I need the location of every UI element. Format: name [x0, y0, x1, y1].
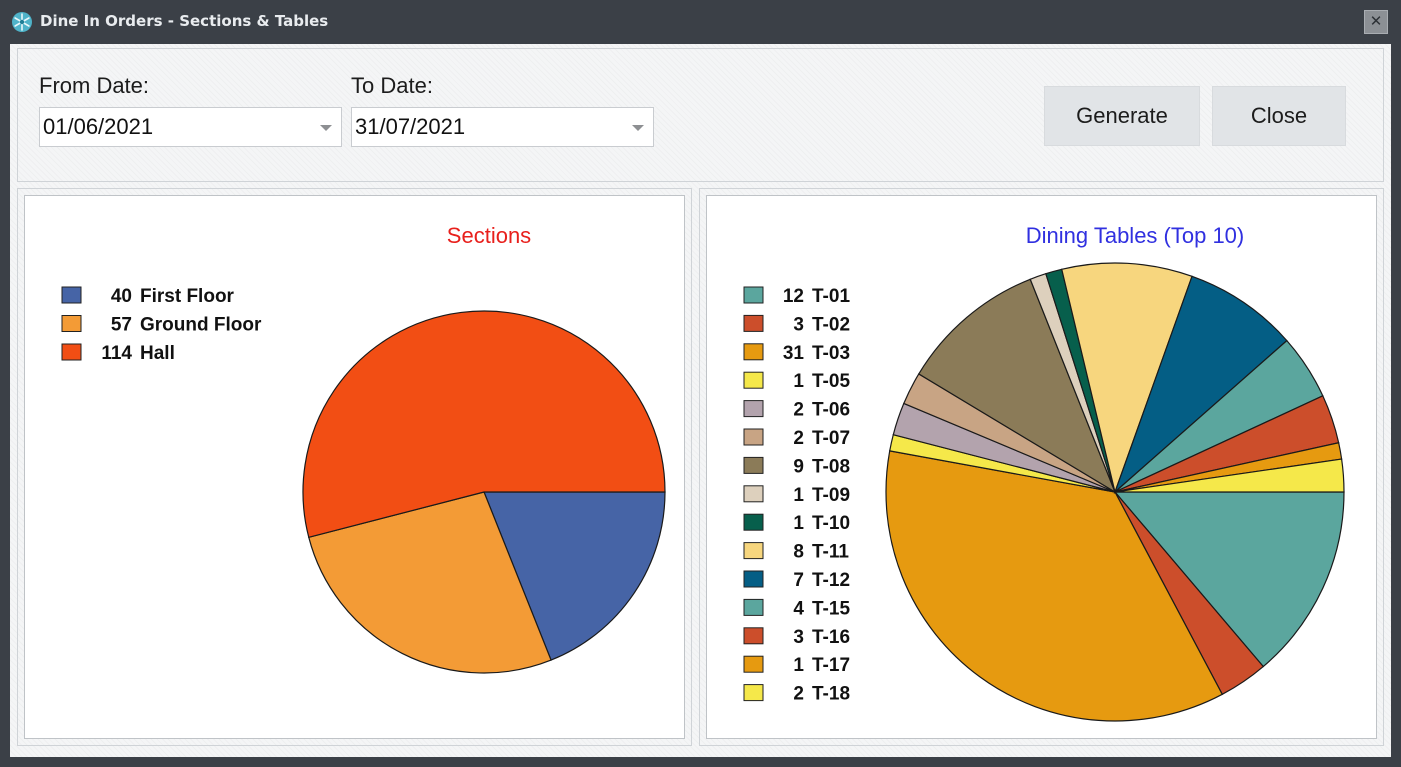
close-icon[interactable]: ✕ — [1364, 10, 1388, 34]
title-bar: Dine In Orders - Sections & Tables ✕ — [0, 0, 1401, 44]
legend-label-t-12: T-12 — [812, 570, 850, 591]
tables-chart-panel: Dining Tables (Top 10) 12 T-01 3 T-02 31 T-03 1… — [699, 188, 1384, 746]
tables-chart-area: Dining Tables (Top 10) 12 T-01 3 T-02 31 T-03 1… — [706, 195, 1377, 739]
legend-label-t-16: T-16 — [812, 627, 850, 648]
pie-slice-t-12[interactable] — [1113, 275, 1288, 494]
legend-swatch-t-18 — [743, 684, 764, 702]
legend-value-t-09: 1 — [793, 485, 804, 506]
legend-label-t-01: T-01 — [812, 286, 850, 307]
pie-slice-t-03[interactable] — [885, 450, 1224, 722]
close-button[interactable]: Close — [1212, 86, 1346, 146]
legend-label-t-03: T-03 — [812, 343, 850, 364]
from-date-value: 01/06/2021 — [43, 114, 154, 139]
legend-label-t-07: T-07 — [812, 428, 850, 449]
chevron-down-icon[interactable] — [632, 125, 644, 131]
sections-chart-panel: Sections 40 First Floor 57 Ground Floor 114 Ha… — [17, 188, 692, 746]
generate-button[interactable]: Generate — [1044, 86, 1200, 146]
window-title: Dine In Orders - Sections & Tables — [40, 12, 329, 30]
legend-label-t-09: T-09 — [812, 485, 850, 506]
legend-label-t-18: T-18 — [812, 684, 850, 705]
legend-label-first-floor: First Floor — [140, 286, 235, 307]
legend-value-t-07: 2 — [793, 428, 804, 449]
legend-label-t-08: T-08 — [812, 456, 850, 477]
legend-swatch-t-08 — [743, 456, 764, 474]
legend-value-t-15: 4 — [793, 598, 804, 619]
legend-swatch-t-07 — [743, 428, 764, 446]
legend-label-t-02: T-02 — [812, 314, 850, 335]
legend-swatch-first-floor — [61, 286, 82, 304]
pie-slice-ground-floor[interactable] — [308, 491, 552, 674]
legend-swatch-t-01 — [743, 286, 764, 304]
legend-swatch-t-15 — [743, 598, 764, 616]
legend-value-t-12: 7 — [793, 570, 804, 591]
snowflake-icon — [12, 12, 32, 32]
legend-swatch-t-09 — [743, 485, 764, 503]
legend-swatch-t-16 — [743, 627, 764, 645]
to-date-value: 31/07/2021 — [355, 114, 466, 139]
legend-value-t-05: 1 — [793, 371, 804, 392]
legend-swatch-t-02 — [743, 314, 764, 332]
legend-label-ground-floor: Ground Floor — [140, 315, 262, 336]
legend-value-t-11: 8 — [793, 542, 804, 563]
pie-slice-hall[interactable] — [302, 310, 666, 539]
legend-swatch-t-11 — [743, 542, 764, 560]
legend-value-t-17: 1 — [793, 655, 804, 676]
legend-value-hall: 114 — [101, 343, 132, 364]
pie-slice-first-floor[interactable] — [483, 491, 666, 661]
pie-slice-t-18[interactable] — [1114, 458, 1345, 493]
legend-label-t-15: T-15 — [812, 598, 850, 619]
legend-swatch-t-03 — [743, 343, 764, 361]
legend-value-first-floor: 40 — [111, 286, 132, 307]
legend-label-t-10: T-10 — [812, 513, 850, 534]
legend-label-t-06: T-06 — [812, 400, 850, 421]
from-date-picker[interactable]: 01/06/2021 — [39, 107, 342, 147]
legend-label-t-11: T-11 — [812, 542, 849, 563]
legend-value-t-16: 3 — [793, 627, 804, 648]
client-area: From Date: 01/06/2021 To Date: 31/07/202… — [10, 44, 1391, 757]
pie-slice-t-08[interactable] — [917, 278, 1117, 494]
legend-swatch-ground-floor — [61, 315, 82, 332]
to-date-label: To Date: — [351, 73, 433, 98]
legend-value-t-06: 2 — [793, 400, 804, 421]
legend-swatch-t-10 — [743, 513, 764, 531]
legend-value-t-10: 1 — [793, 513, 804, 534]
legend-value-t-08: 9 — [793, 456, 804, 477]
legend-swatch-t-05 — [743, 371, 764, 389]
legend-swatch-t-06 — [743, 400, 764, 418]
to-date-picker[interactable]: 31/07/2021 — [351, 107, 654, 147]
legend-value-t-02: 3 — [793, 314, 804, 335]
legend-swatch-t-17 — [743, 655, 764, 673]
legend-label-hall: Hall — [140, 343, 175, 364]
from-date-label: From Date: — [39, 73, 150, 98]
chart-title: Dining Tables (Top 10) — [1026, 223, 1245, 248]
chevron-down-icon[interactable] — [320, 125, 332, 131]
filter-panel: From Date: 01/06/2021 To Date: 31/07/202… — [17, 48, 1384, 182]
legend-swatch-hall — [61, 343, 82, 361]
legend-label-t-17: T-17 — [812, 655, 850, 676]
sections-pie-chart: Sections 40 First Floor 57 Ground Floor 114 Ha… — [61, 223, 666, 674]
legend-value-ground-floor: 57 — [111, 315, 132, 336]
legend-swatch-t-12 — [743, 570, 764, 588]
legend-value-t-01: 12 — [783, 286, 804, 307]
pie-slice-t-01[interactable] — [1113, 491, 1345, 668]
legend-value-t-18: 2 — [793, 684, 804, 705]
chart-title: Sections — [447, 223, 531, 248]
sections-chart-area: Sections 40 First Floor 57 Ground Floor 114 Ha… — [24, 195, 685, 739]
pie-slice-t-11[interactable] — [1061, 262, 1193, 495]
legend-label-t-05: T-05 — [812, 371, 850, 392]
legend-value-t-03: 31 — [783, 343, 805, 364]
